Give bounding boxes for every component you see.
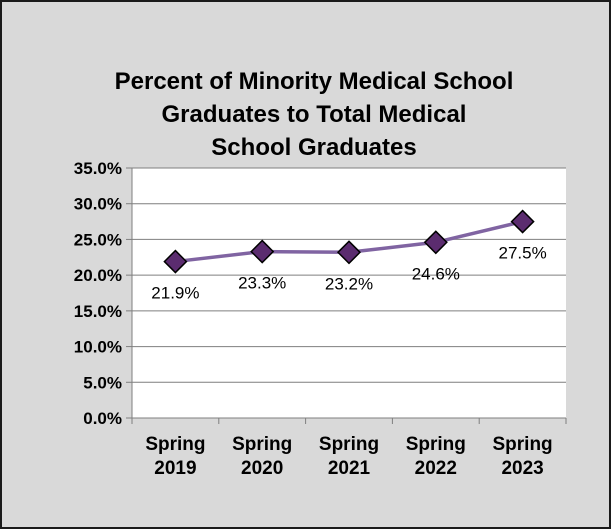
x-tick-label-4-line-1: 2023	[501, 458, 543, 479]
data-point-0	[163, 249, 188, 274]
data-point-4	[510, 209, 535, 234]
x-tick-label-1: Spring 2020	[232, 434, 292, 479]
y-tick-label-5: 25.0%	[74, 230, 122, 249]
y-tick-label-0: 0.0%	[83, 409, 122, 428]
x-tick-label-1-line-0: Spring	[232, 434, 292, 455]
data-label-4: 27.5%	[498, 244, 546, 263]
chart-title-line-2: Graduates to Total Medical	[162, 101, 467, 128]
data-label-3: 24.6%	[412, 264, 460, 283]
x-tick-label-3-line-0: Spring	[406, 434, 466, 455]
data-label-1: 23.3%	[238, 274, 286, 293]
axes	[126, 167, 567, 424]
x-tick-label-3: Spring 2022	[406, 434, 466, 479]
x-tick-label-4-line-0: Spring	[493, 434, 553, 455]
chart-title: Percent of Minority Medical School Gradu…	[115, 68, 514, 161]
x-tick-label-0-line-0: Spring	[145, 434, 205, 455]
data-point-1	[250, 239, 275, 264]
gridlines	[132, 167, 566, 383]
plot-area	[132, 168, 566, 418]
data-label-2: 23.2%	[325, 274, 373, 293]
y-tick-label-1: 5.0%	[83, 373, 122, 392]
data-labels: 21.9% 23.3% 23.2% 24.6% 27.5%	[151, 244, 546, 303]
x-axis-tick-labels: Spring 2019 Spring 2020 Spring 2021 Spring 2022…	[145, 434, 552, 479]
y-tick-label-2: 10.0%	[74, 338, 122, 357]
chart-title-line-1: Percent of Minority Medical School	[115, 68, 514, 95]
y-tick-label-6: 30.0%	[74, 195, 122, 214]
chart-title-line-3: School Graduates	[211, 134, 416, 161]
x-tick-label-2-line-1: 2021	[328, 458, 371, 479]
y-tick-label-7: 35.0%	[74, 159, 122, 178]
data-point-2	[336, 240, 362, 265]
data-point-3	[423, 230, 448, 255]
y-tick-label-3: 15.0%	[74, 302, 122, 321]
series-minority-graduates	[163, 209, 535, 274]
x-tick-label-4: Spring 2023	[493, 434, 553, 479]
data-label-0: 21.9%	[151, 284, 199, 303]
x-tick-label-0: Spring 2019	[145, 434, 205, 479]
x-tick-label-1-line-1: 2020	[241, 458, 283, 479]
x-tick-label-3-line-1: 2022	[415, 458, 457, 479]
y-tick-label-4: 20.0%	[74, 266, 122, 285]
x-tick-label-0-line-1: 2019	[154, 458, 196, 479]
x-tick-label-2: Spring 2021	[319, 434, 379, 479]
y-axis-tick-labels: 0.0% 5.0% 10.0% 15.0% 20.0% 25.0% 30.0% 35.0%	[74, 159, 122, 428]
x-tick-label-2-line-0: Spring	[319, 434, 379, 455]
